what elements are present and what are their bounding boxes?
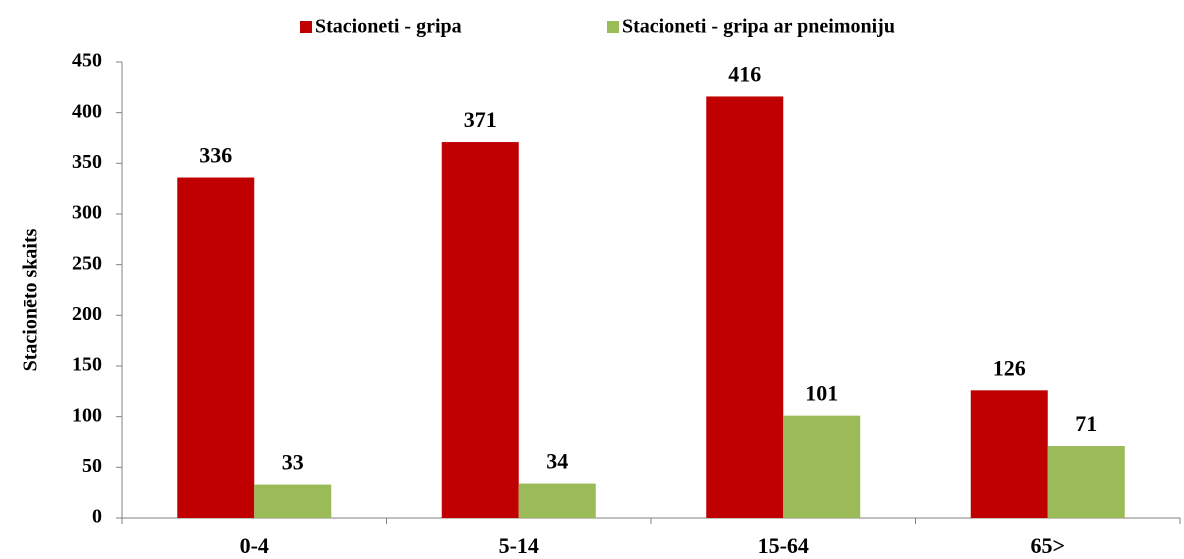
legend-swatch	[300, 21, 312, 33]
bar	[783, 415, 861, 518]
x-tick-label: 0-4	[240, 533, 269, 558]
legend-label: Stacioneti - gripa ar pneimoniju	[622, 16, 895, 38]
bar	[706, 96, 784, 518]
value-label: 336	[199, 143, 232, 168]
bar	[518, 483, 596, 518]
y-tick-label: 250	[72, 252, 102, 274]
bar	[441, 142, 519, 518]
legend-swatch	[607, 21, 619, 33]
bar	[970, 390, 1048, 518]
bar	[1047, 446, 1125, 518]
value-label: 101	[805, 381, 838, 406]
x-tick-label: 15-64	[758, 533, 809, 558]
bar	[254, 484, 332, 518]
y-axis-label: Stacionēto skaits	[20, 228, 42, 371]
y-tick-label: 200	[72, 303, 102, 325]
value-label: 371	[464, 107, 497, 132]
legend-label: Stacioneti - gripa	[315, 16, 462, 38]
x-tick-label: 65>	[1030, 533, 1065, 558]
y-tick-label: 350	[72, 151, 102, 173]
y-tick-label: 50	[82, 455, 102, 477]
y-tick-label: 0	[92, 506, 102, 528]
x-tick-label: 5-14	[499, 533, 539, 558]
y-tick-label: 400	[72, 100, 102, 122]
y-tick-label: 300	[72, 202, 102, 224]
value-label: 416	[728, 62, 761, 87]
bar	[177, 177, 255, 518]
value-label: 34	[546, 449, 568, 474]
value-label: 33	[282, 450, 304, 475]
y-tick-label: 150	[72, 354, 102, 376]
value-label: 126	[993, 355, 1026, 380]
value-label: 71	[1075, 411, 1097, 436]
y-tick-label: 450	[72, 50, 102, 72]
y-tick-label: 100	[72, 404, 102, 426]
